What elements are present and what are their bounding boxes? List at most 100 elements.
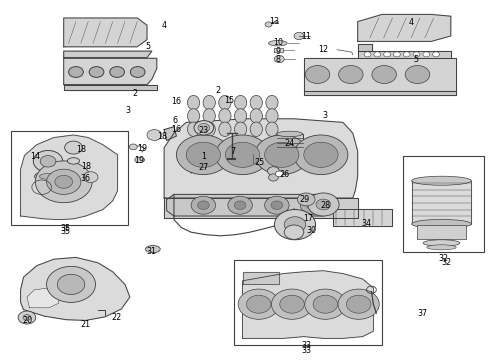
Circle shape: [83, 172, 98, 183]
Circle shape: [297, 193, 315, 206]
Ellipse shape: [188, 122, 200, 136]
Circle shape: [313, 295, 338, 313]
Circle shape: [274, 55, 284, 63]
Ellipse shape: [423, 240, 460, 246]
Text: 13: 13: [270, 17, 279, 26]
Circle shape: [186, 142, 220, 167]
Circle shape: [147, 130, 162, 140]
Ellipse shape: [250, 109, 263, 123]
Ellipse shape: [234, 122, 247, 136]
Ellipse shape: [219, 109, 231, 123]
Ellipse shape: [266, 95, 278, 110]
Text: 7: 7: [230, 148, 235, 156]
Circle shape: [194, 121, 214, 135]
Text: 19: 19: [135, 156, 145, 165]
Circle shape: [300, 196, 325, 214]
Circle shape: [403, 52, 410, 57]
Circle shape: [405, 66, 430, 84]
Text: 32: 32: [439, 254, 448, 263]
Polygon shape: [21, 257, 130, 320]
Circle shape: [238, 289, 279, 319]
Text: 25: 25: [255, 158, 265, 167]
Text: 31: 31: [147, 248, 157, 256]
Circle shape: [197, 201, 209, 210]
Ellipse shape: [203, 109, 216, 123]
Text: 33: 33: [301, 341, 311, 350]
Circle shape: [110, 67, 124, 77]
Text: 4: 4: [162, 21, 167, 30]
Circle shape: [316, 199, 331, 210]
Circle shape: [346, 295, 371, 313]
Text: 18: 18: [76, 145, 86, 154]
Text: 9: 9: [275, 46, 280, 55]
Ellipse shape: [219, 122, 231, 136]
Circle shape: [265, 196, 289, 214]
Circle shape: [271, 201, 283, 210]
Ellipse shape: [146, 246, 160, 253]
Circle shape: [384, 52, 391, 57]
Circle shape: [280, 295, 304, 313]
Polygon shape: [64, 58, 157, 85]
Text: 34: 34: [362, 219, 371, 228]
Circle shape: [246, 295, 271, 313]
Ellipse shape: [203, 95, 216, 110]
Text: 27: 27: [198, 163, 208, 172]
Ellipse shape: [234, 109, 247, 123]
Text: 22: 22: [111, 313, 121, 322]
Text: 16: 16: [172, 97, 181, 106]
Polygon shape: [64, 18, 147, 47]
Circle shape: [89, 67, 104, 77]
Ellipse shape: [34, 171, 62, 181]
Circle shape: [57, 274, 85, 294]
Circle shape: [413, 52, 420, 57]
Bar: [11, 131, 128, 225]
Circle shape: [271, 289, 313, 319]
Polygon shape: [358, 14, 451, 41]
Text: 10: 10: [273, 38, 283, 47]
Ellipse shape: [276, 131, 303, 136]
Text: 4: 4: [409, 18, 414, 27]
Circle shape: [393, 52, 400, 57]
Ellipse shape: [266, 122, 278, 136]
Text: 26: 26: [279, 170, 289, 179]
Text: 19: 19: [137, 144, 147, 153]
Circle shape: [216, 135, 270, 175]
Text: 15: 15: [224, 96, 234, 105]
Circle shape: [304, 142, 338, 167]
Text: 2: 2: [132, 89, 137, 98]
Text: 29: 29: [300, 194, 310, 203]
Text: 17: 17: [304, 214, 314, 223]
Ellipse shape: [250, 95, 263, 110]
Text: 5: 5: [413, 55, 418, 64]
Polygon shape: [333, 209, 392, 226]
Circle shape: [69, 67, 83, 77]
Ellipse shape: [203, 122, 216, 136]
Polygon shape: [164, 127, 176, 140]
Bar: [234, 260, 382, 345]
Circle shape: [269, 174, 278, 181]
Ellipse shape: [67, 158, 79, 164]
Text: 18: 18: [81, 162, 91, 171]
Ellipse shape: [188, 109, 200, 123]
Ellipse shape: [234, 95, 247, 110]
Circle shape: [55, 175, 73, 188]
Circle shape: [305, 66, 330, 84]
Circle shape: [268, 167, 279, 175]
Text: 33: 33: [301, 346, 311, 355]
Circle shape: [274, 210, 316, 240]
Text: 35: 35: [61, 227, 71, 236]
Text: 36: 36: [81, 174, 91, 183]
Text: 8: 8: [275, 55, 280, 64]
Text: 35: 35: [61, 224, 71, 233]
Circle shape: [47, 266, 96, 302]
Text: 12: 12: [318, 45, 328, 54]
Circle shape: [294, 32, 304, 40]
Circle shape: [129, 144, 137, 150]
Polygon shape: [304, 91, 456, 95]
Polygon shape: [167, 194, 333, 216]
Ellipse shape: [266, 109, 278, 123]
Circle shape: [228, 196, 252, 214]
Polygon shape: [164, 119, 358, 198]
Text: 24: 24: [284, 139, 294, 148]
Text: 16: 16: [172, 125, 181, 134]
